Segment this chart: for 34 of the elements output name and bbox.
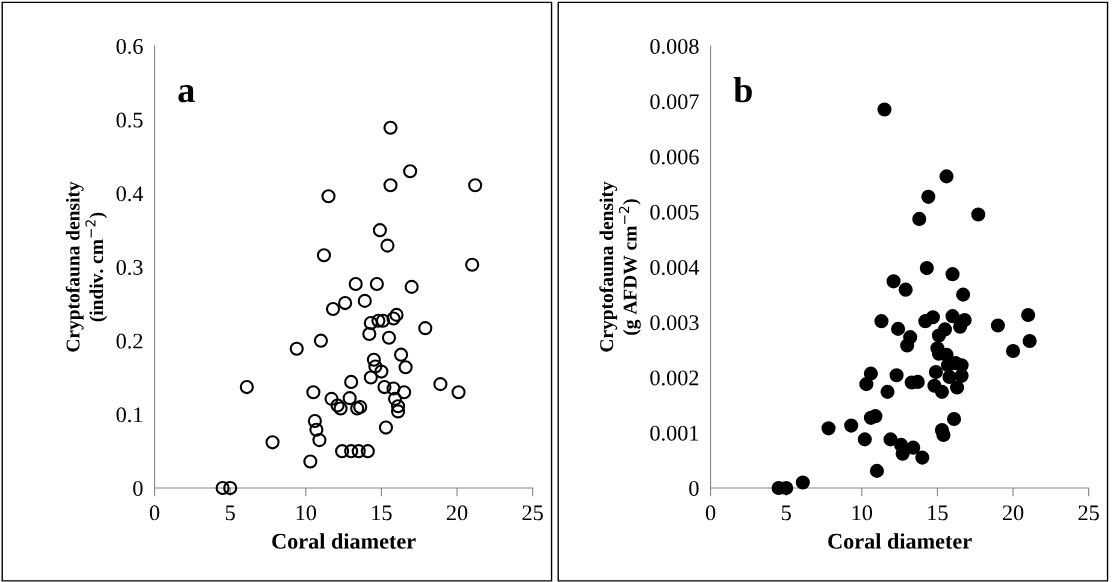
- y-tick-label: 0: [689, 480, 699, 496]
- y-tick-label: 0.003: [650, 315, 699, 331]
- y-tick-label: 0.001: [650, 425, 699, 441]
- y-tick-label: 0.2: [116, 333, 143, 349]
- y-axis-title: Cryptofauna density (indiv. cm$^{−2}$): [65, 181, 108, 352]
- x-tick-label: 25: [1078, 505, 1099, 521]
- x-axis-title: Coral diameter: [828, 533, 972, 549]
- y-tick-label: 0.004: [650, 259, 700, 276]
- x-tick-label: 0: [705, 505, 716, 521]
- x-tick-label: 15: [928, 505, 948, 521]
- x-tick-label: 20: [1002, 505, 1024, 521]
- x-tick-label: 5: [225, 505, 235, 521]
- y-tick-label: 0.4: [116, 186, 144, 202]
- x-tick-label: 0: [149, 505, 160, 521]
- x-tick-label: 25: [522, 505, 543, 521]
- x-tick-label: 5: [781, 505, 791, 521]
- y-tick-label: 0.3: [116, 259, 143, 276]
- y-tick-label: 0.6: [116, 38, 143, 54]
- y-tick-label: 0.002: [650, 370, 699, 386]
- y-tick-label: 0: [133, 480, 143, 496]
- y-tick-label: 0.005: [650, 204, 699, 220]
- x-tick-label: 20: [446, 505, 468, 521]
- x-axis-title: Coral diameter: [272, 533, 416, 549]
- x-tick-label: 15: [372, 505, 392, 521]
- y-tick-label: 0.1: [116, 407, 143, 423]
- y-tick-label: 0.007: [650, 94, 699, 110]
- annotation: b: [733, 76, 752, 103]
- y-tick-label: 0.006: [650, 149, 699, 165]
- y-tick-label: 0.008: [650, 38, 699, 54]
- x-tick-label: 10: [296, 505, 317, 521]
- y-axis-title: Cryptofauna density (g AFDW cm$^{−2}$): [599, 181, 641, 352]
- annotation: a: [178, 85, 195, 103]
- y-tick-label: 0.5: [116, 112, 143, 128]
- x-tick-label: 10: [852, 505, 873, 521]
